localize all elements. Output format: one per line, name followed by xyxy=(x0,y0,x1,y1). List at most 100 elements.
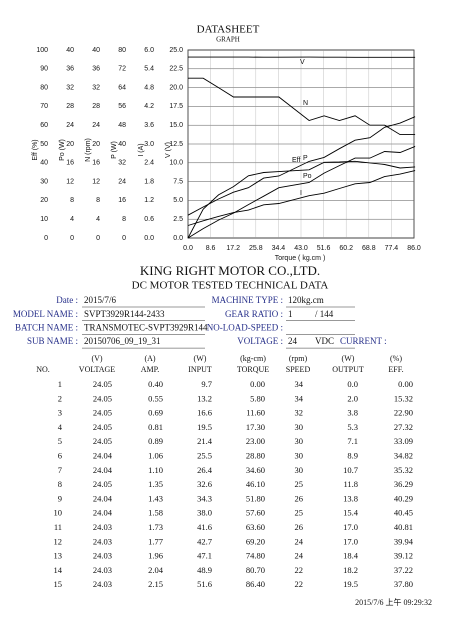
table-cell: 24.04 xyxy=(93,465,113,475)
table-cell: 0.55 xyxy=(148,393,163,403)
table-cell: 39.12 xyxy=(394,551,413,561)
table-cell: 25 xyxy=(295,508,304,518)
table-cell: 86.40 xyxy=(246,579,265,589)
y-tick-label: 20 xyxy=(92,141,100,148)
table-cell: 57.60 xyxy=(246,508,265,518)
table-cell: 32.6 xyxy=(197,479,212,489)
table-cell: 1.58 xyxy=(148,508,163,518)
table-cell: 2.15 xyxy=(148,579,163,589)
x-tick-label: 51.6 xyxy=(317,245,331,252)
y-tick-label: 30 xyxy=(40,178,48,185)
y-tick-label: 2.4 xyxy=(144,160,154,167)
table-cell: 0.89 xyxy=(148,436,163,446)
info-value: CURRENT : xyxy=(340,336,387,346)
company-name: KING RIGHT MOTOR CO.,LTD. xyxy=(140,263,320,278)
y-tick-label: 80 xyxy=(118,47,126,54)
table-cell: 42.7 xyxy=(197,536,212,546)
table-cell: 24.03 xyxy=(93,565,112,575)
y-tick-label: 32 xyxy=(92,84,100,91)
table-cell: 8 xyxy=(58,479,62,489)
table-cell: 5.80 xyxy=(250,393,265,403)
table-cell: 24.05 xyxy=(93,436,112,446)
table-cell: 1.73 xyxy=(148,522,163,532)
table-cell: 0.81 xyxy=(148,422,163,432)
x-tick-label: 77.4 xyxy=(385,245,399,252)
table-header: SPEED xyxy=(286,365,311,374)
table-cell: 34.60 xyxy=(246,465,265,475)
table-cell: 11.8 xyxy=(343,479,358,489)
y-tick-label: 24 xyxy=(92,122,100,129)
y-tick-label: 32 xyxy=(118,160,126,167)
table-cell: 34.3 xyxy=(197,493,212,503)
y-axis-label: Eff (%) xyxy=(32,139,39,160)
info-value: 20150706_09_19_31 xyxy=(84,336,161,346)
y-tick-label: 4.2 xyxy=(144,103,154,110)
table-cell: 25 xyxy=(295,479,304,489)
table-unit: (rpm) xyxy=(289,354,308,363)
table-cell: 24.04 xyxy=(93,450,113,460)
x-tick-label: 8.6 xyxy=(206,245,216,252)
y-tick-label: 80 xyxy=(40,84,48,91)
table-cell: 9 xyxy=(58,493,62,503)
table-cell: 24.03 xyxy=(93,551,112,561)
table-cell: 12 xyxy=(54,536,63,546)
table-cell: 2.04 xyxy=(148,565,164,575)
table-cell: 37.80 xyxy=(394,579,413,589)
table-cell: 48.9 xyxy=(197,565,212,575)
y-tick-label: 40 xyxy=(66,47,74,54)
y-tick-label: 7.5 xyxy=(173,178,183,185)
table-cell: 24.03 xyxy=(93,522,112,532)
y-tick-label: 8 xyxy=(122,216,126,223)
table-cell: 22 xyxy=(295,565,304,575)
y-tick-label: 4 xyxy=(96,216,100,223)
info-label: Date : xyxy=(56,295,78,305)
table-cell: 39.94 xyxy=(394,536,414,546)
y-tick-label: 0.0 xyxy=(173,235,183,242)
series-line xyxy=(187,116,416,216)
table-cell: 15.32 xyxy=(394,393,413,403)
table-header: INPUT xyxy=(188,365,212,374)
y-tick-label: 40 xyxy=(92,47,100,54)
x-tick-label: 0.0 xyxy=(183,245,193,252)
x-tick-label: 68.8 xyxy=(362,245,376,252)
table-cell: 1.06 xyxy=(148,450,163,460)
table-cell: 26 xyxy=(295,493,304,503)
y-tick-label: 0 xyxy=(122,235,126,242)
y-tick-label: 12 xyxy=(66,178,74,185)
y-tick-label: 90 xyxy=(40,66,48,73)
table-cell: 24.03 xyxy=(93,579,112,589)
table-cell: 34.82 xyxy=(394,450,413,460)
y-tick-label: 28 xyxy=(66,103,74,110)
table-cell: 19.5 xyxy=(343,579,358,589)
y-tick-label: 5.0 xyxy=(173,197,183,204)
table-header: AMP. xyxy=(141,365,159,374)
series-label: V xyxy=(300,59,305,66)
table-cell: 11 xyxy=(54,522,62,532)
table-cell: 24.05 xyxy=(93,393,112,403)
y-tick-label: 20 xyxy=(40,197,48,204)
table-cell: 1 xyxy=(58,379,62,389)
y-tick-label: 3.0 xyxy=(144,141,154,148)
table-unit: (W) xyxy=(342,354,355,363)
table-cell: 23.00 xyxy=(246,436,265,446)
y-tick-label: 4.8 xyxy=(144,84,154,91)
y-tick-label: 16 xyxy=(118,197,126,204)
info-value: / 144 xyxy=(315,309,334,319)
table-cell: 1.10 xyxy=(148,465,163,475)
table-cell: 24.03 xyxy=(93,536,112,546)
table-cell: 7.1 xyxy=(347,436,358,446)
series-label: P xyxy=(303,155,308,162)
table-cell: 11.60 xyxy=(246,408,265,418)
table-header: VOLTAGE xyxy=(79,365,116,374)
table-unit: (V) xyxy=(91,354,102,363)
y-tick-label: 8 xyxy=(96,197,100,204)
table-cell: 13.2 xyxy=(197,393,212,403)
table-cell: 2 xyxy=(58,393,62,403)
table-cell: 9.7 xyxy=(201,379,212,389)
table-cell: 26 xyxy=(295,522,304,532)
table-cell: 25.5 xyxy=(197,450,212,460)
info-label: BATCH NAME : xyxy=(15,322,78,332)
table-cell: 17.0 xyxy=(343,536,358,546)
y-tick-label: 72 xyxy=(118,66,126,73)
